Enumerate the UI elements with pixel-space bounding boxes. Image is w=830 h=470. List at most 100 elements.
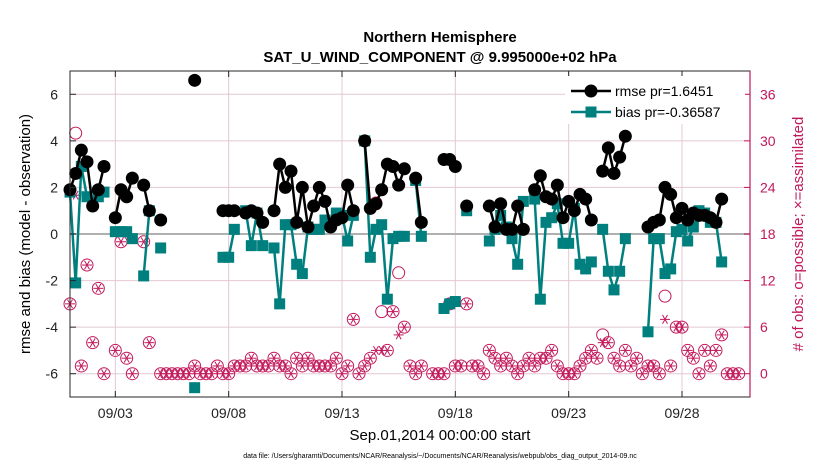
obs-assimilated-point [342,361,353,371]
rmse-point [448,159,462,173]
rmse-point [488,220,502,234]
rmse-point [511,199,525,213]
obs-assimilated-point [478,369,489,379]
rmse-point [562,194,576,208]
obs-assimilated-point [382,345,393,356]
bias-point [189,382,201,394]
rmse-point [505,222,519,236]
obs-possible-point [477,367,491,381]
obs-assimilated-point [626,361,636,371]
rmse-point [414,215,428,229]
rmse-point [74,143,88,157]
obs-possible-point [545,343,559,357]
x-axis-label: Sep.01,2014 00:00:00 start [350,427,532,444]
y-axis-label-left: rmse and bias (model - observation) [17,114,34,354]
obs-assimilated-point [291,353,302,363]
bias-point [126,233,138,245]
rmse-point [358,134,372,148]
bias-point [393,230,405,242]
rmse-point [301,220,315,234]
obs-assimilated-point [665,361,676,371]
rmse-point [250,206,264,220]
rmse-point [142,204,156,218]
rmse-point [545,192,559,206]
obs-assimilated-point [405,361,415,371]
obs-assimilated-point [473,361,483,371]
bias-point [75,160,87,172]
obs-possible-point [386,305,400,319]
obs-possible-point [686,351,700,365]
obs-possible-point [346,312,360,326]
obs-assimilated-point [637,369,648,379]
bias-point [228,223,240,235]
rmse-point [584,213,598,227]
obs-possible-point [630,351,644,365]
rmse-point [369,197,383,211]
bias-point [653,233,665,245]
obs-assimilated-point [331,353,342,363]
y-tick-label-left: 2 [50,179,58,195]
obs-possible-point [125,367,139,381]
bias-point [517,195,529,207]
obs-possible-point [709,343,723,357]
obs-assimilated-point [694,369,704,379]
bias-point [121,226,133,238]
obs-assimilated-point [337,369,347,379]
obs-possible-point [658,289,672,303]
y-tick-label-left: 4 [50,133,58,149]
obs-assimilated-point [529,361,540,371]
obs-assimilated-point [439,369,449,379]
rmse-point [137,178,151,192]
obs-possible-point [329,351,343,365]
bias-point [648,233,660,245]
obs-assimilated-point [580,353,591,363]
obs-assimilated-point [121,353,132,363]
obs-possible-point [698,343,712,357]
legend-bias-marker [585,106,597,118]
rmse-point [278,180,292,194]
obs-assimilated-point [269,353,279,363]
rmse-point [227,204,241,218]
bias-point [376,219,388,231]
bias-point [81,191,93,203]
rmse-point [188,73,202,87]
bias-point [223,251,235,263]
x-tick-label: 09/18 [438,405,473,421]
rmse-point [392,178,406,192]
obs-assimilated-point [677,322,687,332]
obs-assimilated-point [501,353,512,363]
obs-possible-point [613,359,627,373]
obs-assimilated-point [354,369,364,379]
legend-bias-label: bias pr=-0.36587 [615,104,721,120]
obs-assimilated-point [461,299,472,309]
bias-point [676,223,688,235]
obs-assimilated-point [393,330,404,340]
legend-rmse-label: rmse pr=1.6451 [615,83,714,99]
obs-assimilated-point [682,345,693,356]
obs-possible-point [363,351,377,365]
bias-point [546,212,558,224]
y-tick-label-left: 6 [50,86,58,102]
bias-point [155,242,167,254]
obs-assimilated-point [116,237,126,247]
obs-assimilated-point [76,361,87,371]
rmse-point [664,187,678,201]
obs-assimilated-point [348,314,359,324]
obs-assimilated-point [110,345,121,356]
rmse-point [567,204,581,218]
bias-point [551,198,563,210]
rmse-point [256,215,270,229]
y-tick-label-right: 30 [760,133,776,149]
bias-point [574,258,586,270]
obs-possible-point [692,367,706,381]
bias-point [716,256,728,268]
x-tick-label: 09/03 [98,405,133,421]
obs-assimilated-point [705,361,716,371]
obs-assimilated-point [631,353,642,363]
bias-point [483,235,495,247]
obs-possible-point [142,336,156,350]
obs-assimilated-point [297,361,308,371]
rmse-point [516,222,530,236]
obs-assimilated-point [416,361,427,371]
